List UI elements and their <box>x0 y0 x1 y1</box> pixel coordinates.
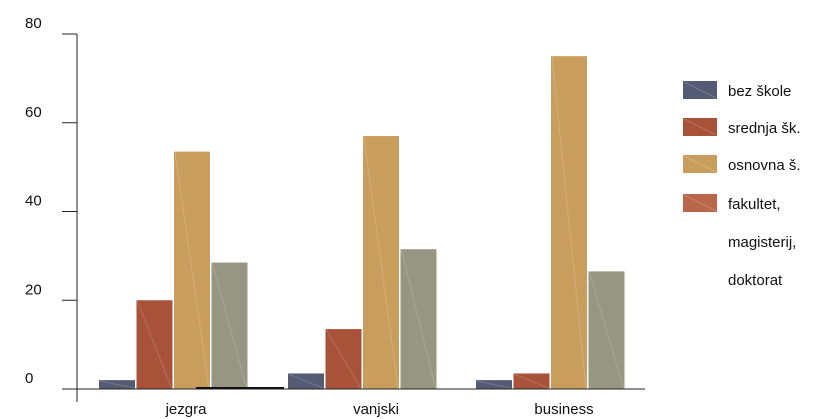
legend-swatch-srednja-k <box>683 118 717 136</box>
y-tick-label: 60 <box>25 104 42 121</box>
bars-layer <box>99 56 625 389</box>
y-tick-label: 40 <box>25 193 42 210</box>
legend-label: fakultet, <box>728 196 781 213</box>
bar-sheen <box>174 152 210 389</box>
bar-sheen <box>589 272 624 389</box>
legend-label: bez škole <box>728 83 791 100</box>
legend-swatch-fakultet <box>683 194 717 212</box>
bar-sheen <box>476 380 512 389</box>
bar-sheen <box>212 263 247 389</box>
bar-fakultet-magisterij-doktorat-vanjski <box>400 249 437 389</box>
bar-osnovna-jezgra <box>174 151 210 389</box>
legend-label: doktorat <box>728 272 783 289</box>
legend-swatch-sheen <box>683 81 717 99</box>
axes-layer: 0 20 40 60 80 jezgra vanjski business <box>25 15 645 418</box>
x-tick-label-business: business <box>534 401 593 418</box>
bar-sheen <box>326 329 361 389</box>
legend-swatch-sheen <box>683 118 717 136</box>
bar-srednja-k-jezgra <box>136 300 173 389</box>
x-tick-label-vanjski: vanjski <box>353 401 399 418</box>
bar-osnovna-business <box>551 56 587 389</box>
bar-srednja-k-vanjski <box>325 329 362 389</box>
y-tick-label: 80 <box>25 15 42 32</box>
bar-sheen <box>514 374 549 389</box>
bar-bez-kole-business <box>476 380 512 389</box>
y-tick-label: 0 <box>25 370 33 387</box>
x-tick-label-jezgra: jezgra <box>165 401 208 418</box>
legend-swatch-bez-kole <box>683 81 717 99</box>
legend-label: magisterij, <box>728 234 796 251</box>
bar-fakultet-magisterij-doktorat-jezgra <box>211 262 248 389</box>
bar-sheen <box>363 136 399 389</box>
y-tick-label: 20 <box>25 281 42 298</box>
bar-sheen <box>99 380 135 389</box>
legend-swatch-sheen <box>683 194 717 212</box>
bar-srednja-k-business <box>513 373 550 389</box>
legend-swatch-osnovna <box>683 155 717 173</box>
legend-swatch-sheen <box>683 155 717 173</box>
legend-label: srednja šk. <box>728 120 801 137</box>
bar-sheen <box>551 57 587 389</box>
legend: bez škole srednja šk. osnovna š. fakultet, m… <box>683 81 801 289</box>
legend-label: osnovna š. <box>728 157 801 174</box>
bar-sheen <box>401 250 436 389</box>
bar-bez-kole-jezgra <box>99 380 135 389</box>
bar-sheen <box>137 301 172 389</box>
bar-fakultet-magisterij-doktorat-business <box>588 271 625 389</box>
bar-sheen <box>288 374 324 389</box>
bar-bez-kole-vanjski <box>288 373 324 389</box>
bar-osnovna-vanjski <box>363 136 399 389</box>
